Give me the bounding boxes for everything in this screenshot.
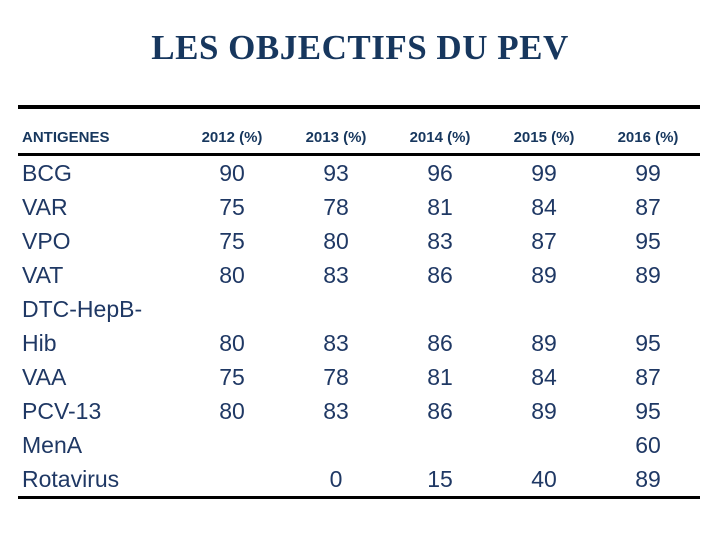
antigen-label-line1: DTC-HepB- xyxy=(22,296,143,322)
value-cell-2015: 84 xyxy=(531,193,557,220)
antigen-label: VPO xyxy=(22,227,71,254)
value-cell-2013: 83 xyxy=(323,397,349,424)
value-cell-2013: 93 xyxy=(323,159,349,186)
value-cell-2012: 80 xyxy=(219,261,245,288)
value-cell-2015: 87 xyxy=(531,227,557,254)
value-cell-2014: 86 xyxy=(427,330,453,356)
value-cell-2016: 87 xyxy=(635,193,661,220)
antigen-label: PCV-13 xyxy=(22,397,102,424)
column-header-2015: 2015 (%) xyxy=(492,107,596,156)
table-row-bcg: BCG 90 93 96 99 99 xyxy=(18,155,700,191)
value-cell-2015 xyxy=(492,428,596,462)
value-cell-2012 xyxy=(180,462,284,498)
value-cell-2012: 75 xyxy=(219,363,245,390)
value-cell-2015: 99 xyxy=(531,159,557,186)
value-cell-2016: 89 xyxy=(635,465,661,492)
value-cell-2013: 0 xyxy=(329,465,343,492)
antigen-label: MenA xyxy=(22,431,83,458)
table-row-pcv13: PCV-13 80 83 86 89 95 xyxy=(18,394,700,428)
table-row-dtc-hepb-hib: DTC-HepB- Hib 80 83 86 89 95 xyxy=(18,292,700,360)
column-header-2012: 2012 (%) xyxy=(180,107,284,156)
value-cell-2014: 86 xyxy=(427,261,453,288)
value-cell-2016: 95 xyxy=(635,397,661,424)
value-cell-2012: 75 xyxy=(219,227,245,254)
value-cell-2014: 96 xyxy=(427,159,453,186)
antigen-label: Rotavirus xyxy=(22,465,120,492)
antigen-label: VAA xyxy=(22,363,67,390)
table-row-vat: VAT 80 83 86 89 89 xyxy=(18,258,700,292)
value-cell-2016: 95 xyxy=(635,227,661,254)
value-cell-2015: 89 xyxy=(531,397,557,424)
table-header-row: ANTIGENES 2012 (%) 2013 (%) 2014 (%) 201… xyxy=(18,107,700,156)
value-cell-2013: 80 xyxy=(323,227,349,254)
value-cell-2015: 84 xyxy=(531,363,557,390)
value-cell-2015: 89 xyxy=(531,330,557,356)
table-row-var: VAR 75 78 81 84 87 xyxy=(18,190,700,224)
objectives-table: ANTIGENES 2012 (%) 2013 (%) 2014 (%) 201… xyxy=(18,105,700,499)
antigen-label: VAT xyxy=(22,261,64,288)
value-cell-2012: 80 xyxy=(219,397,245,424)
antigen-label: DTC-HepB- Hib xyxy=(18,292,180,360)
column-header-2016: 2016 (%) xyxy=(596,107,700,156)
antigen-label: BCG xyxy=(22,159,72,186)
antigen-label: VAR xyxy=(22,193,68,220)
value-cell-2014: 81 xyxy=(427,363,453,390)
value-cell-2014: 15 xyxy=(427,465,453,492)
value-cell-2016: 89 xyxy=(635,261,661,288)
column-header-antigenes: ANTIGENES xyxy=(18,107,180,156)
column-header-2014: 2014 (%) xyxy=(388,107,492,156)
value-cell-2014: 81 xyxy=(427,193,453,220)
value-cell-2014: 83 xyxy=(427,227,453,254)
value-cell-2013: 83 xyxy=(323,330,349,356)
value-cell-2016: 99 xyxy=(635,159,661,186)
table-row-vpo: VPO 75 80 83 87 95 xyxy=(18,224,700,258)
table-row-vaa: VAA 75 78 81 84 87 xyxy=(18,360,700,394)
value-cell-2012: 80 xyxy=(219,330,245,356)
slide-title: LES OBJECTIFS DU PEV xyxy=(151,28,569,67)
value-cell-2012: 90 xyxy=(219,159,245,186)
column-header-2013: 2013 (%) xyxy=(284,107,388,156)
value-cell-2013: 78 xyxy=(323,193,349,220)
antigen-label-line2: Hib xyxy=(22,330,57,356)
value-cell-2015: 89 xyxy=(531,261,557,288)
value-cell-2015: 40 xyxy=(531,465,557,492)
value-cell-2013: 78 xyxy=(323,363,349,390)
value-cell-2014 xyxy=(388,428,492,462)
value-cell-2012: 75 xyxy=(219,193,245,220)
value-cell-2013: 83 xyxy=(323,261,349,288)
table-row-rotavirus: Rotavirus 0 15 40 89 xyxy=(18,462,700,498)
value-cell-2013 xyxy=(284,428,388,462)
value-cell-2014: 86 xyxy=(427,397,453,424)
value-cell-2016: 60 xyxy=(635,431,661,458)
value-cell-2012 xyxy=(180,428,284,462)
table-row-mena: MenA 60 xyxy=(18,428,700,462)
value-cell-2016: 95 xyxy=(635,330,661,356)
value-cell-2016: 87 xyxy=(635,363,661,390)
